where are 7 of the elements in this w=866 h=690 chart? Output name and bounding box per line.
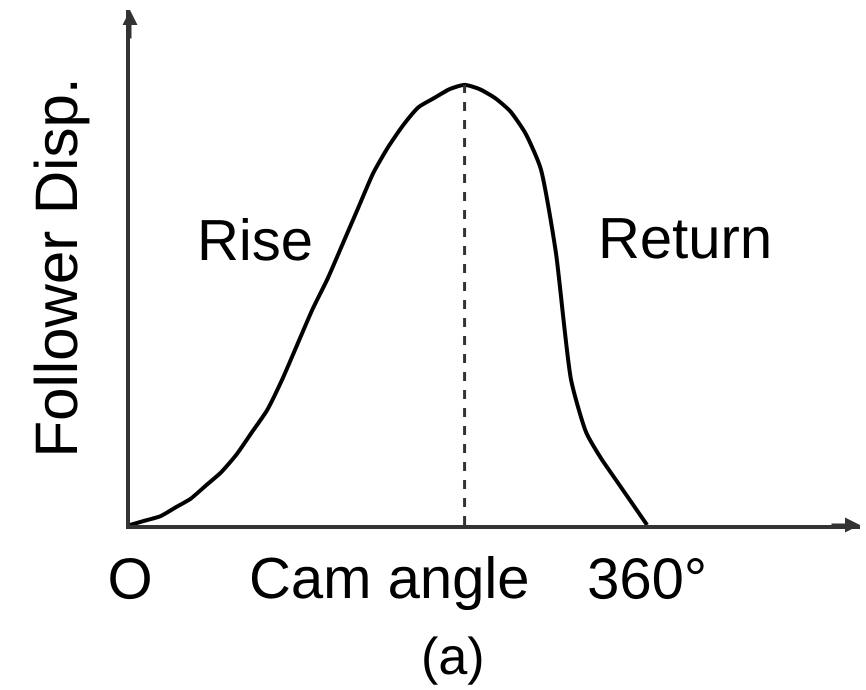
text: (a)	[421, 628, 485, 686]
x-axis-title: Cam angle	[249, 546, 530, 611]
x-tick-label: 360°	[587, 546, 708, 612]
y-axis-title: Follower Disp.	[23, 77, 90, 458]
annotation: Rise	[197, 208, 314, 273]
x-tick-label: O	[107, 546, 153, 612]
annotation: Return	[598, 206, 772, 271]
